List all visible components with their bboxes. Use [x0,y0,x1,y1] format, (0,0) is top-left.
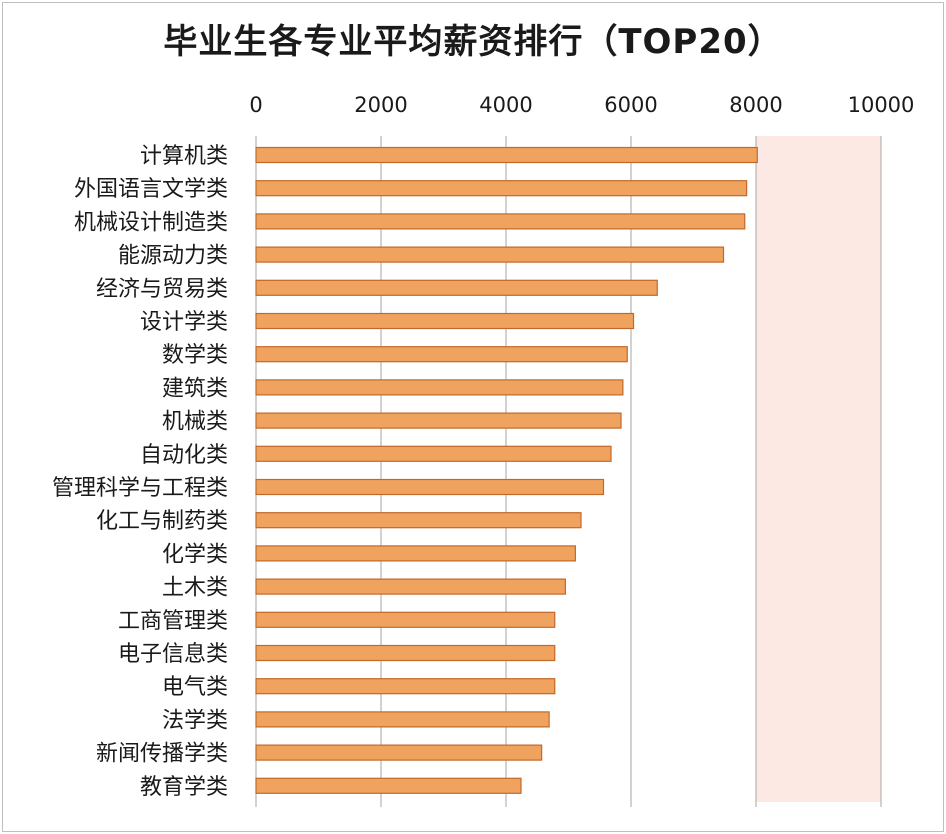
bar-10 [255,478,605,496]
category-label-10: 管理科学与工程类 [52,476,228,501]
bar-15 [255,644,556,662]
category-label-14: 工商管理类 [118,609,228,634]
category-label-15: 电子信息类 [118,642,228,667]
bar-8 [255,412,622,429]
category-label-17: 法学类 [162,708,228,733]
plot-background-band [756,136,881,802]
x-tick-label-0: 0 [249,93,262,117]
category-label-11: 化工与制药类 [96,509,228,534]
bar-12 [255,545,576,562]
x-tick-label-2: 4000 [479,93,532,117]
bar-16 [255,678,556,695]
x-tick-label-3: 6000 [604,93,657,117]
category-label-16: 电气类 [162,675,228,700]
category-label-2: 机械设计制造类 [74,210,228,235]
category-label-7: 建筑类 [162,376,228,401]
category-label-13: 土木类 [162,576,228,601]
category-label-18: 新闻传播学类 [96,742,228,767]
category-label-19: 教育学类 [140,775,228,800]
category-label-12: 化学类 [162,542,228,567]
bar-1 [255,180,748,197]
category-label-0: 计算机类 [140,144,228,169]
bar-19 [255,777,522,794]
bar-9 [255,445,612,462]
x-tick-label-1: 2000 [354,93,407,117]
category-label-9: 自动化类 [140,443,228,468]
bar-13 [255,578,566,595]
x-tick-label-4: 8000 [729,93,782,117]
category-label-1: 外国语言文学类 [74,177,228,202]
chart-title: 毕业生各专业平均薪资排行（TOP20） [163,22,783,62]
bar-2 [255,213,746,230]
x-tick-label-5: 10000 [848,93,915,117]
bar-7 [255,379,624,396]
category-label-3: 能源动力类 [118,244,228,269]
bar-17 [255,711,550,728]
bar-18 [255,744,543,761]
category-label-6: 数学类 [162,343,228,368]
category-label-5: 设计学类 [140,310,228,335]
category-label-4: 经济与贸易类 [96,277,228,302]
bar-14 [255,611,556,628]
bar-0 [255,146,758,164]
category-label-8: 机械类 [162,410,228,435]
bar-4 [255,279,658,296]
bar-6 [255,346,628,363]
bar-3 [255,246,725,263]
bar-11 [255,512,582,529]
bar-5 [255,312,635,330]
